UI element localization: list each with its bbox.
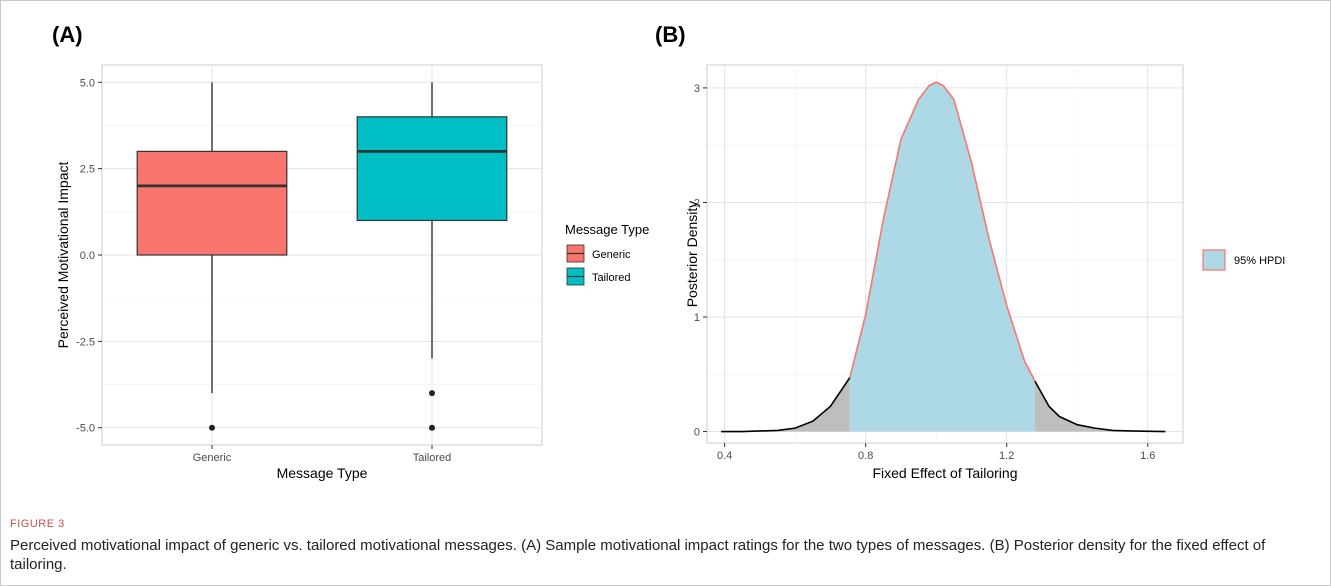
x-tick-label: 0.4 — [717, 450, 732, 462]
panel-b-density: (B) 0 1 2 3 0.4 0.8 1.2 1.6 Fixed Effect of Ta… — [655, 22, 1285, 481]
caption-label: FIGURE 3 — [10, 518, 65, 530]
legend-label-tailored: Tailored — [592, 272, 631, 284]
box-tailored — [356, 82, 508, 431]
figure-charts: (A) -5.0 -2.5 0.0 2.5 5.0 Generic Tailored Me… — [52, 22, 1285, 481]
legend-label-hpdi: 95% HPDI — [1234, 255, 1285, 267]
x-tick-label: 0.8 — [858, 450, 873, 462]
y-tick-label: 2.5 — [80, 164, 95, 176]
panel-b-x-ticks: 0.4 0.8 1.2 1.6 — [717, 443, 1155, 462]
x-tick-label: Generic — [193, 452, 232, 464]
x-tick-label: 1.2 — [999, 450, 1014, 462]
density-line-right — [1034, 380, 1166, 433]
y-tick-label: 3 — [694, 83, 700, 95]
box-iqr — [356, 116, 508, 222]
legend-label-generic: Generic — [592, 249, 631, 261]
figure-caption: FIGURE 3 Perceived motivational impact o… — [10, 518, 1320, 574]
y-tick-label: 2 — [694, 197, 700, 209]
density-line-hpdi — [849, 81, 1036, 382]
panel-a-y-axis-title: Perceived Motivational Impact — [55, 162, 71, 349]
panel-a-y-ticks: -5.0 -2.5 0.0 2.5 5.0 — [76, 77, 102, 435]
y-tick-label: 0.0 — [80, 250, 95, 262]
density-tail-right — [1034, 381, 1166, 432]
outlier-point — [429, 390, 435, 397]
outlier-point — [429, 424, 435, 431]
box-generic — [136, 82, 288, 431]
box-iqr — [136, 150, 288, 256]
panel-b-legend: 95% HPDI — [1202, 249, 1285, 271]
panel-a-x-ticks: Generic Tailored — [193, 445, 452, 464]
panel-b-x-axis-title: Fixed Effect of Tailoring — [872, 465, 1017, 481]
x-tick-label: 1.6 — [1140, 450, 1155, 462]
y-tick-label: 0 — [694, 427, 700, 439]
density-line-left — [721, 377, 851, 433]
legend-entry-tailored: Tailored — [566, 267, 631, 286]
panel-b-y-axis-title: Posterior Density — [684, 201, 700, 308]
panel-b-density-curve — [721, 81, 1166, 433]
panel-b-y-ticks: 0 1 2 3 — [694, 83, 707, 439]
panel-a-boxes — [136, 82, 508, 431]
panel-a-boxplot: (A) -5.0 -2.5 0.0 2.5 5.0 Generic Tailored Me… — [52, 22, 649, 481]
caption-text: Perceived motivational impact of generic… — [10, 537, 1266, 573]
panel-a-label: (A) — [52, 22, 83, 47]
x-tick-label: Tailored — [413, 452, 452, 464]
y-tick-label: 5.0 — [80, 77, 95, 89]
panel-a-legend-title: Message Type — [565, 222, 649, 237]
legend-entry-generic: Generic — [566, 244, 631, 263]
density-hpdi-region — [849, 82, 1035, 432]
y-tick-label: -5.0 — [76, 423, 95, 435]
y-tick-label: -2.5 — [76, 336, 95, 348]
panel-b-label: (B) — [655, 22, 686, 47]
y-tick-label: 1 — [694, 312, 700, 324]
legend-swatch-hpdi — [1202, 249, 1226, 271]
outlier-point — [209, 424, 215, 431]
panel-a-x-axis-title: Message Type — [277, 465, 368, 481]
panel-a-legend: Message Type Generic Tailored — [565, 222, 649, 286]
